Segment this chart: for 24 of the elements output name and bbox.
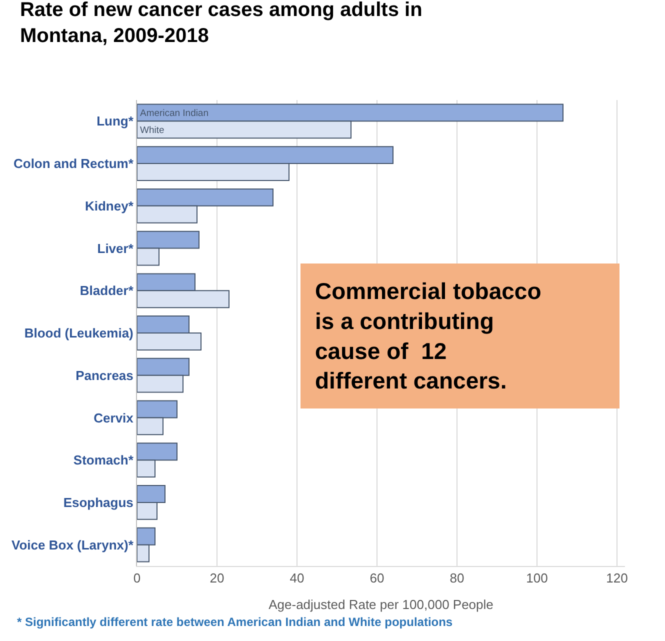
y-tick-label: Stomach*: [73, 452, 134, 468]
series-label: American Indian: [140, 108, 208, 119]
x-tick-label: 40: [290, 570, 304, 586]
y-tick-label: Blood (Leukemia): [24, 326, 134, 341]
y-tick-label: Kidney*: [84, 198, 134, 214]
y-tick-label: Voice Box (Larynx)*: [12, 537, 134, 552]
x-axis-title: Age-adjusted Rate per 100,000 People: [268, 597, 494, 612]
x-tick-label: 100: [526, 570, 548, 586]
y-tick-label: Lung*: [96, 114, 134, 129]
x-tick-label: 20: [210, 570, 224, 586]
y-tick-label: Cervix: [94, 410, 134, 426]
y-tick-label: Esophagus: [63, 495, 134, 510]
y-tick-label: Colon and Rectum*: [13, 156, 134, 172]
annotation: Commercial tobacco is a contributing cause of 12 different cancers.: [315, 278, 542, 394]
y-tick-label: Pancreas: [76, 368, 134, 383]
chart-title: Rate of new cancer cases among adults in Montana, 2009-2018: [20, 0, 422, 48]
series-label: White: [140, 124, 164, 136]
text: * Significantly different rate between American Indian and White populations: [17, 615, 453, 629]
y-tick-label: Bladder*: [80, 283, 134, 298]
x-tick-label: 120: [606, 570, 628, 586]
x-tick-label: 0: [133, 570, 141, 586]
y-tick-label: Liver*: [97, 240, 134, 256]
x-tick-label: 60: [370, 570, 384, 586]
x-tick-label: 80: [450, 570, 464, 586]
